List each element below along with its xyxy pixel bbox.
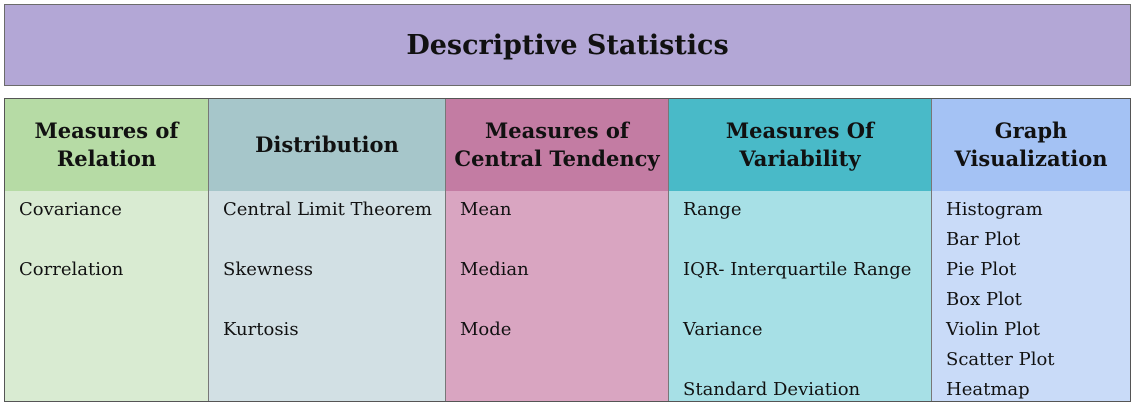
column-distribution: Distribution Central Limit Theorem Skewn… xyxy=(209,99,446,401)
column-body: Range IQR- Interquartile Range Variance … xyxy=(669,191,931,401)
column-body: Central Limit Theorem Skewness Kurtosis xyxy=(209,191,445,401)
column-heading: Graph Visualization xyxy=(932,99,1130,191)
column-graph-visualization: Graph Visualization Histogram Bar Plot P… xyxy=(932,99,1130,401)
list-item: Mode xyxy=(460,319,512,340)
list-item: Bar Plot xyxy=(946,229,1021,250)
column-heading: Measures Of Variability xyxy=(669,99,931,191)
list-item: Covariance xyxy=(19,199,122,220)
column-heading: Measures of Central Tendency xyxy=(446,99,668,191)
column-measures-of-relation: Measures of Relation Covariance Correlat… xyxy=(5,99,209,401)
list-item: IQR- Interquartile Range xyxy=(683,259,912,280)
category-table: Measures of Relation Covariance Correlat… xyxy=(4,98,1131,402)
list-item: Skewness xyxy=(223,259,314,280)
diagram-title: Descriptive Statistics xyxy=(406,29,729,61)
list-item: Violin Plot xyxy=(946,319,1041,340)
list-item: Histogram xyxy=(946,199,1043,220)
list-item: Mean xyxy=(460,199,512,220)
list-item: Range xyxy=(683,199,742,220)
list-item: Standard Deviation xyxy=(683,379,861,400)
column-body: Covariance Correlation xyxy=(5,191,208,401)
list-item: Kurtosis xyxy=(223,319,299,340)
title-banner: Descriptive Statistics xyxy=(4,4,1131,86)
list-item: Correlation xyxy=(19,259,124,280)
column-body: Mean Median Mode xyxy=(446,191,668,401)
column-central-tendency: Measures of Central Tendency Mean Median… xyxy=(446,99,669,401)
column-heading: Distribution xyxy=(209,99,445,191)
column-heading: Measures of Relation xyxy=(5,99,208,191)
list-item: Scatter Plot xyxy=(946,349,1055,370)
list-item: Box Plot xyxy=(946,289,1022,310)
list-item: Central Limit Theorem xyxy=(223,199,432,220)
list-item: Variance xyxy=(683,319,763,340)
column-variability: Measures Of Variability Range IQR- Inter… xyxy=(669,99,932,401)
list-item: Median xyxy=(460,259,529,280)
list-item: Pie Plot xyxy=(946,259,1017,280)
column-body: Histogram Bar Plot Pie Plot Box Plot Vio… xyxy=(932,191,1130,401)
list-item: Heatmap xyxy=(946,379,1030,400)
